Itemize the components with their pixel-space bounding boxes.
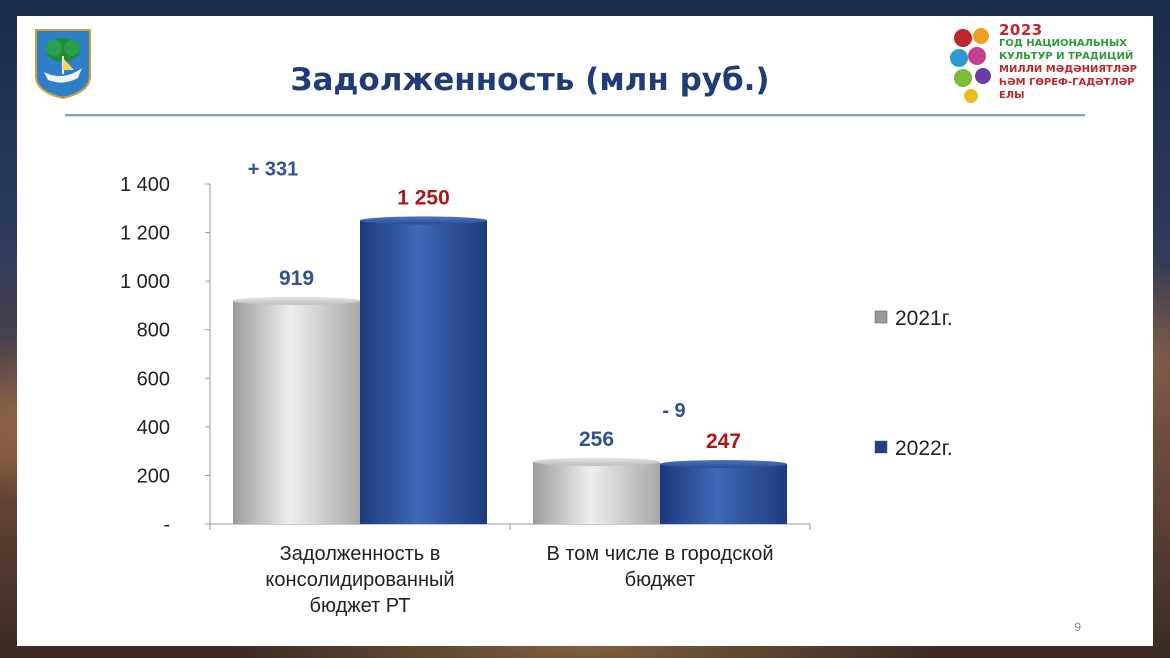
page-title: Задолженность (млн руб.) (290, 62, 770, 98)
logo-line-2: КУЛЬТУР И ТРАДИЦИЙ (999, 51, 1134, 62)
category-label: бюджет РТ (310, 595, 411, 617)
bar (533, 461, 660, 524)
y-tick-label: 600 (137, 368, 170, 390)
bar-value-label: 247 (706, 430, 741, 453)
y-tick-label: 200 (137, 465, 170, 487)
legend-label: 2022г. (895, 437, 953, 460)
change-label: + 331 (248, 158, 299, 180)
bar-value-label: 1 250 (397, 186, 450, 209)
city-emblem-icon (32, 26, 94, 100)
slide: Задолженность (млн руб.) 2023 ГОД НАЦИОН… (17, 16, 1153, 646)
legend-label: 2021г. (895, 307, 953, 330)
bar-top (660, 460, 787, 469)
y-tick-label: 400 (137, 417, 170, 439)
bar-value-label: 256 (579, 428, 614, 451)
bar (360, 220, 487, 524)
logo-line-3: МИЛЛИ МӘДӘНИЯТЛӘР (999, 64, 1138, 75)
category-label: консолидированный (265, 569, 454, 591)
bar-top (533, 457, 660, 466)
bar (233, 300, 360, 524)
y-tick-label: 1 200 (120, 223, 170, 245)
bar-top (360, 216, 487, 225)
year-of-cultures-logo: 2023 ГОД НАЦИОНАЛЬНЫХ КУЛЬТУР И ТРАДИЦИЙ… (949, 21, 1149, 106)
logo-line-4: ҺӘМ ГӨРЕФ-ГАДӘТЛӘР ЕЛЫ (999, 77, 1135, 101)
bar-top (233, 296, 360, 305)
y-tick-label: 1 000 (120, 271, 170, 293)
legend-swatch (874, 440, 888, 454)
logo-year: 2023 (999, 21, 1043, 39)
category-label: В том числе в городской (546, 543, 773, 565)
debt-bar-chart: - 200 400 600 800 1 000 1 200 1 400 919 1 250 + 3… (120, 158, 953, 617)
category-label: Задолженность в (280, 543, 441, 565)
legend-swatch (874, 310, 888, 324)
y-tick-label: 800 (137, 320, 170, 342)
change-label: - 9 (662, 400, 685, 422)
page-number: 9 (1074, 620, 1081, 634)
bar-value-label: 919 (279, 267, 314, 290)
logo-line-1: ГОД НАЦИОНАЛЬНЫХ (999, 38, 1127, 49)
y-tick-label: 1 400 (120, 174, 170, 196)
title-divider (65, 114, 1085, 116)
ornament-icon (950, 28, 991, 103)
bar (660, 464, 787, 524)
category-label: бюджет (625, 569, 696, 591)
y-tick-label: - (163, 514, 170, 536)
